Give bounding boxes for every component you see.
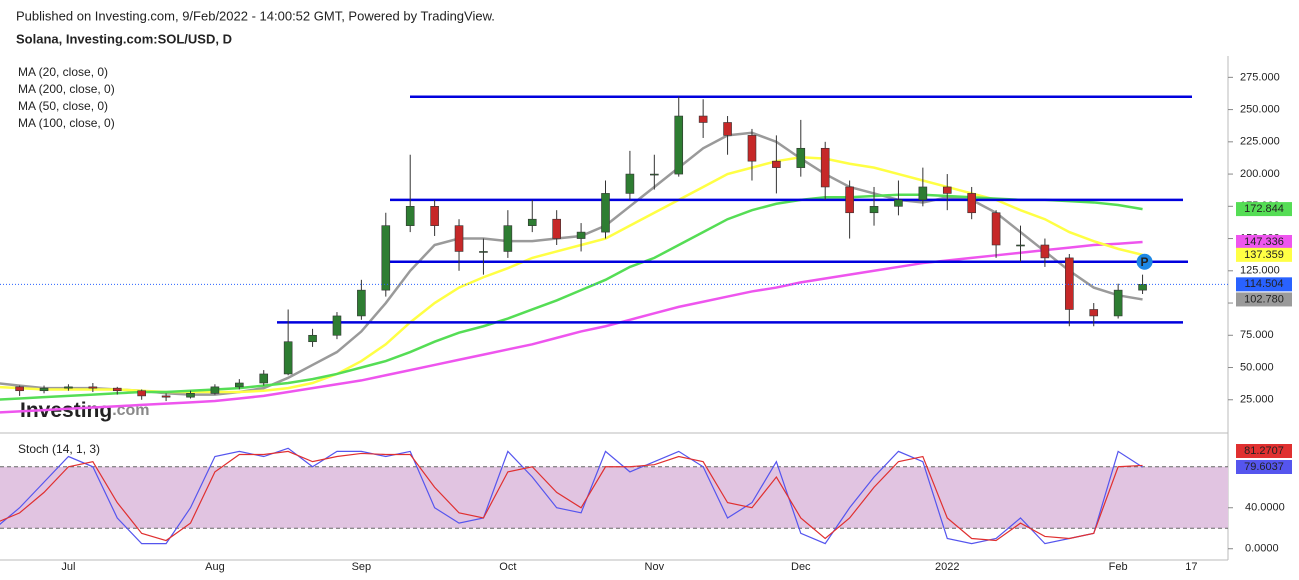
last-value-label: 102.780 — [1244, 293, 1284, 305]
x-tick-label: Aug — [205, 561, 225, 573]
candle-body — [527, 218, 537, 226]
candle-body — [15, 386, 24, 392]
candle-body — [88, 386, 98, 389]
candle-body — [1065, 257, 1074, 310]
candle-body — [186, 393, 195, 398]
last-value-label: 172.844 — [1244, 203, 1284, 215]
candle-body — [332, 315, 342, 336]
candle-body — [1016, 244, 1025, 247]
candle-body — [1089, 309, 1099, 317]
x-tick-label: Feb — [1109, 561, 1128, 573]
panel-title: Stoch (14, 1, 3) — [18, 442, 100, 456]
x-tick-label: Jul — [61, 561, 75, 573]
candle-body — [601, 193, 610, 233]
last-value-label: 137.359 — [1244, 249, 1284, 261]
legend-entry: MA (50, close, 0) — [18, 99, 108, 113]
x-tick-label: Oct — [499, 561, 516, 573]
legend-entry: MA (100, close, 0) — [18, 116, 115, 130]
candle-body — [918, 186, 928, 201]
y-tick-label: 50.000 — [1240, 361, 1274, 373]
x-tick-label: Nov — [645, 561, 665, 573]
candle-body — [430, 206, 439, 226]
last-value-box — [1236, 247, 1292, 262]
candle-body — [1138, 284, 1147, 291]
marker-label: P — [1141, 255, 1149, 269]
y-tick-label: 0.0000 — [1245, 543, 1279, 555]
ma-line — [0, 240, 1143, 414]
candle-body — [1040, 244, 1050, 259]
candle-body — [845, 186, 854, 214]
x-tick-label: 2022 — [935, 561, 959, 573]
plot-area — [0, 95, 1228, 545]
last-value-label: 147.336 — [1244, 236, 1284, 248]
y-tick-label: 200.000 — [1240, 168, 1280, 180]
candle-body — [112, 387, 122, 392]
last-value-box — [1236, 444, 1292, 458]
ma-line — [0, 447, 1143, 545]
y-tick-label: 75.000 — [1240, 329, 1274, 341]
candle-body — [698, 115, 708, 123]
last-value-box — [1236, 292, 1292, 307]
band-fill — [0, 466, 1228, 529]
candle-body — [576, 231, 586, 239]
candle-body — [772, 160, 781, 168]
x-tick-label: Dec — [791, 561, 811, 573]
candle-body — [479, 251, 488, 253]
y-tick-label: 125.000 — [1240, 265, 1280, 277]
candle-body — [283, 341, 293, 375]
candle-body — [235, 382, 244, 388]
last-value-label: 114.504 — [1245, 278, 1284, 290]
y-tick-label: 250.000 — [1240, 103, 1280, 115]
last-value-box — [1236, 460, 1292, 474]
candle-body — [503, 225, 513, 252]
ma-line — [0, 193, 1143, 401]
candle-body — [723, 122, 732, 136]
x-tick-label: 17 — [1185, 561, 1197, 573]
candle-body — [552, 218, 561, 239]
x-tick-label: Sep — [352, 561, 372, 573]
candle-body — [796, 147, 806, 168]
chart-title: Solana, Investing.com:SOL/USD, D — [16, 31, 232, 46]
candle-body — [210, 386, 220, 394]
legend-entry: MA (20, close, 0) — [18, 65, 108, 79]
candle-body — [381, 225, 391, 291]
candle-body — [161, 395, 171, 398]
last-value-box — [1236, 202, 1292, 217]
marker-icon — [1136, 253, 1153, 270]
candle-body — [942, 186, 952, 194]
last-value-box — [1236, 234, 1292, 249]
y-tick-label: 40.0000 — [1245, 502, 1285, 514]
last-value-label: 79.6037 — [1244, 461, 1284, 473]
legend-entry: MA (200, close, 0) — [18, 82, 115, 96]
candle-body — [820, 147, 830, 188]
candle-body — [39, 387, 49, 392]
candle-body — [259, 373, 269, 384]
candle-body — [991, 212, 1001, 246]
candle-body — [357, 289, 366, 317]
published-note: Published on Investing.com, 9/Feb/2022 -… — [16, 8, 495, 23]
y-tick-label: 225.000 — [1240, 136, 1280, 148]
candle-body — [869, 206, 879, 214]
candle-body — [405, 206, 415, 226]
ma-line — [0, 131, 1143, 396]
candle-body — [1113, 289, 1123, 317]
candle-body — [64, 386, 73, 389]
candle-body — [137, 390, 146, 397]
candle-body — [967, 193, 976, 214]
candle-body — [308, 334, 317, 343]
ma-line — [0, 156, 1143, 394]
y-tick-label: 25.000 — [1240, 394, 1274, 406]
last-value-label: 81.2707 — [1244, 445, 1284, 457]
last-value-box — [1236, 277, 1292, 292]
candle-body — [747, 135, 757, 162]
candle-body — [894, 199, 903, 207]
candle-body — [674, 115, 684, 175]
candle-body — [650, 173, 659, 176]
ma-line — [0, 450, 1143, 542]
y-tick-label: 275.000 — [1240, 71, 1280, 83]
candle-body — [625, 173, 635, 194]
candle-body — [454, 225, 464, 252]
